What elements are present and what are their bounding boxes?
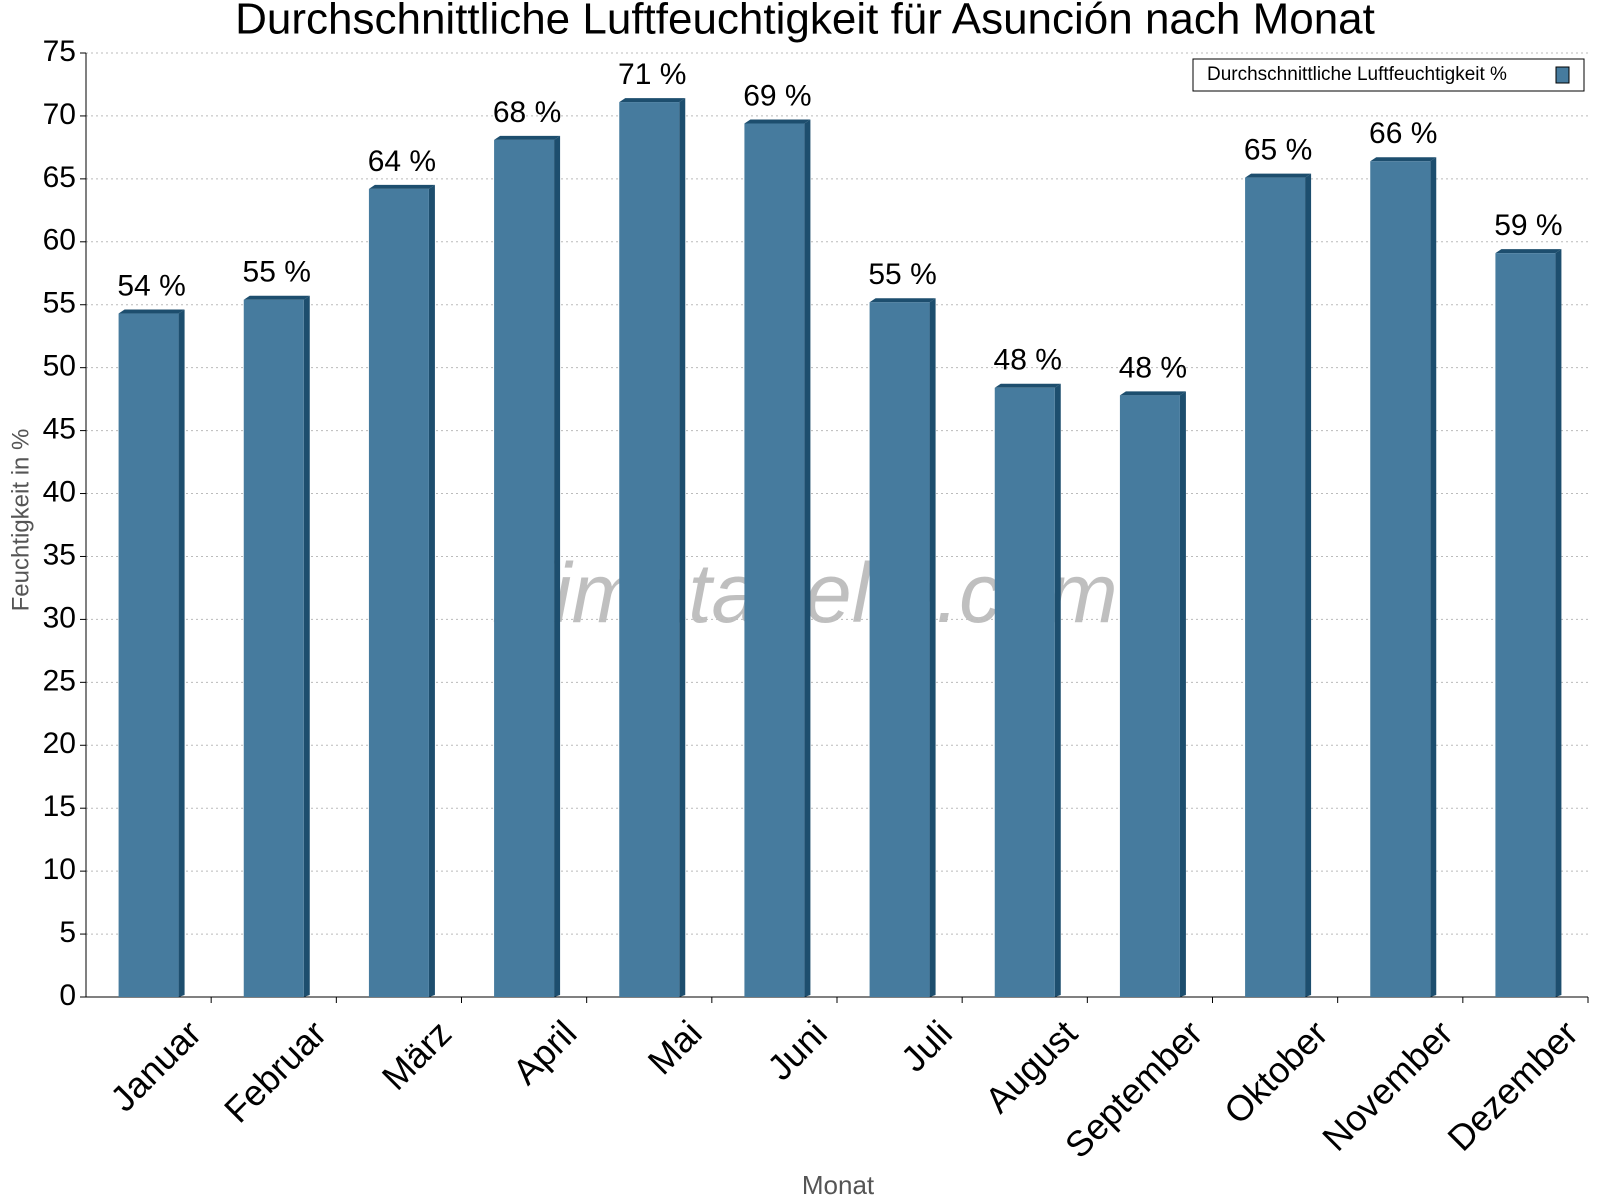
bar-depth [1245, 173, 1312, 178]
bar [744, 123, 805, 997]
y-tick-label: 5 [59, 916, 76, 949]
bar-depth [428, 184, 435, 997]
bar-depth [243, 295, 310, 300]
y-tick-label: 70 [43, 98, 76, 131]
y-tick-label: 20 [43, 727, 76, 760]
y-tick-label: 75 [43, 35, 76, 68]
y-tick-label: 30 [43, 601, 76, 634]
data-label: 54 % [117, 269, 185, 302]
y-tick-label: 50 [43, 350, 76, 383]
bar-depth [679, 98, 686, 997]
data-label: 65 % [1244, 134, 1312, 167]
bar-depth [368, 184, 435, 189]
bar-depth [1119, 391, 1186, 396]
bar-depth [1054, 383, 1061, 998]
y-tick-label: 55 [43, 287, 76, 320]
y-tick-label: 35 [43, 538, 76, 571]
data-label: 64 % [368, 145, 436, 178]
bar-depth [118, 309, 185, 314]
bar-depth [744, 119, 811, 124]
bar-depth [554, 135, 561, 997]
bar-depth [178, 309, 185, 997]
y-axis-label: Feuchtigkeit in % [7, 429, 34, 612]
bar [1370, 161, 1431, 997]
bar [619, 102, 680, 997]
bar [1245, 177, 1306, 997]
bar-depth [869, 298, 936, 303]
data-label: 69 % [743, 79, 811, 112]
bar-depth [1555, 249, 1562, 998]
data-label: 68 % [493, 96, 561, 129]
bar-depth [929, 298, 936, 997]
bar-depth [804, 119, 811, 997]
data-label: 48 % [994, 344, 1062, 377]
bar [494, 139, 555, 997]
y-tick-label: 60 [43, 224, 76, 257]
bar [1119, 395, 1180, 998]
bar-depth [619, 98, 686, 103]
y-tick-label: 0 [59, 979, 76, 1012]
y-tick-label: 65 [43, 161, 76, 194]
data-label: 48 % [1119, 351, 1187, 384]
chart-title: Durchschnittliche Luftfeuchtigkeit für A… [235, 0, 1375, 44]
bar-depth [1495, 249, 1562, 254]
bar-depth [494, 135, 561, 140]
y-tick-label: 40 [43, 475, 76, 508]
bar [243, 299, 304, 997]
y-tick-label: 45 [43, 413, 76, 446]
bar-depth [1430, 157, 1437, 997]
data-label: 71 % [618, 58, 686, 91]
y-tick-label: 15 [43, 790, 76, 823]
legend-swatch [1555, 66, 1570, 84]
data-label: 59 % [1494, 209, 1562, 242]
bar-depth [1179, 391, 1186, 998]
bar-depth [994, 383, 1061, 388]
legend-box [1192, 58, 1585, 92]
bar [368, 188, 429, 997]
bar [869, 302, 930, 997]
bar [118, 313, 179, 997]
legend-label: Durchschnittliche Luftfeuchtigkeit % [1207, 64, 1507, 85]
bar [994, 387, 1055, 998]
bar-depth [1305, 173, 1312, 997]
data-label: 55 % [243, 256, 311, 289]
bar-depth [1370, 157, 1437, 162]
data-label: 55 % [868, 258, 936, 291]
data-label: 66 % [1369, 117, 1437, 150]
y-tick-label: 25 [43, 664, 76, 697]
bar-depth [303, 295, 310, 997]
y-tick-label: 10 [43, 853, 76, 886]
x-axis-label: Monat [802, 1170, 875, 1200]
bar [1495, 253, 1556, 998]
